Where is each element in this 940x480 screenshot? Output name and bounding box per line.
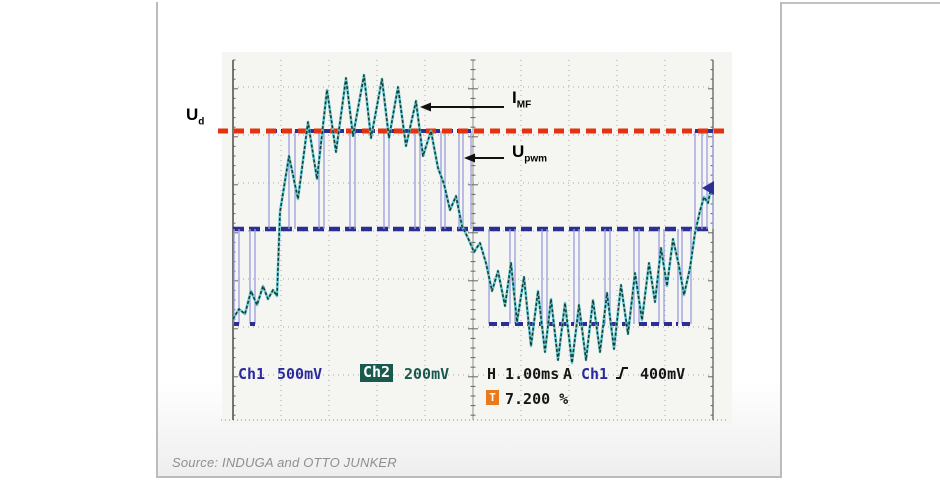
ch1-scale-value: 500mV — [277, 365, 323, 383]
upwm-label: Upwm — [512, 142, 548, 165]
rising-edge-trigger-icon — [614, 364, 630, 387]
trigger-source-label: Ch1 — [581, 365, 609, 383]
ch2-scale-value: 200mV — [404, 365, 450, 383]
ch2-channel-badge: Ch2 — [360, 363, 394, 383]
imf-label: IMF — [512, 88, 532, 111]
trigger-position-icon: T — [486, 390, 499, 405]
trigger-mode-label: A — [563, 365, 573, 383]
source-note: Source: INDUGA and OTTO JUNKER — [172, 455, 397, 470]
horizontal-scale-value: H 1.00ms — [487, 365, 560, 383]
ud-label: Ud — [186, 105, 205, 128]
trigger-position-value: 7.200 % — [505, 390, 569, 408]
trigger-level-value: 400mV — [640, 365, 686, 383]
ch1-channel-label: Ch1 — [238, 365, 266, 383]
